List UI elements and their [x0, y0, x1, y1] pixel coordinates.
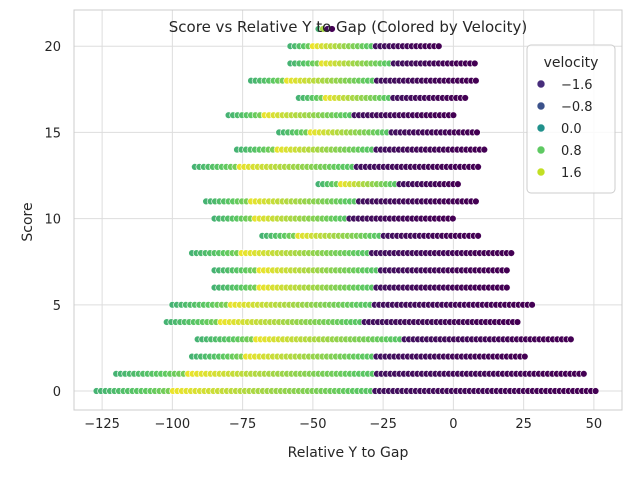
x-tick-labels: −125 −100 −75 −50 −25 0 25 50: [84, 417, 602, 432]
y-tick-label: 10: [44, 213, 61, 228]
legend-marker: [536, 123, 546, 133]
x-axis-label: Relative Y to Gap: [288, 445, 409, 461]
data-point: [507, 249, 515, 257]
data-point: [521, 352, 529, 361]
legend-items: −1.6 −0.8 0.0 0.8 1.6: [536, 78, 593, 181]
legend-box: [526, 44, 616, 194]
data-points: [92, 25, 600, 395]
legend-label: −1.6: [561, 78, 593, 93]
data-point: [449, 111, 458, 119]
legend-marker: [536, 79, 546, 89]
data-point: [528, 301, 536, 309]
y-axis-label: Score: [20, 202, 36, 241]
data-point: [480, 145, 488, 154]
legend-label: 0.8: [561, 144, 582, 159]
x-tick-label: −75: [229, 417, 256, 432]
data-point: [474, 232, 482, 240]
data-point: [471, 59, 479, 68]
legend-label: 0.0: [561, 122, 582, 137]
chart-title: Score vs Relative Y to Gap (Colored by V…: [169, 18, 527, 36]
data-point: [454, 180, 462, 188]
data-point: [472, 76, 480, 85]
legend-label: −0.8: [561, 100, 593, 115]
x-tick-label: 0: [449, 417, 457, 432]
y-tick-label: 20: [44, 40, 61, 55]
data-point: [328, 25, 336, 33]
x-tick-label: −100: [154, 417, 190, 432]
legend-marker: [536, 145, 546, 155]
legend-label: 1.6: [561, 166, 582, 181]
x-tick-label: −50: [299, 417, 326, 432]
data-point: [513, 318, 522, 326]
data-point: [461, 94, 469, 102]
data-point: [435, 42, 443, 50]
legend-marker: [536, 167, 546, 177]
data-point: [449, 214, 457, 223]
y-tick-labels: 0 5 10 15 20: [44, 40, 61, 400]
legend-marker: [536, 101, 546, 111]
y-tick-label: 0: [53, 385, 61, 400]
axes-frame: [73, 9, 623, 411]
x-tick-label: 50: [586, 417, 603, 432]
x-tick-label: −25: [369, 417, 396, 432]
x-tick-label: −125: [84, 417, 120, 432]
data-point: [503, 266, 511, 275]
legend-title: velocity: [544, 55, 599, 71]
data-point: [567, 335, 575, 344]
data-point: [474, 163, 482, 171]
data-point: [472, 197, 480, 206]
data-point: [473, 128, 481, 137]
x-tick-label: 25: [515, 417, 532, 432]
y-tick-label: 15: [44, 126, 61, 141]
legend: velocity −1.6 −0.8 0.0 0.8 1.6: [526, 44, 616, 194]
data-point: [580, 370, 588, 378]
y-tick-label: 5: [53, 299, 61, 314]
data-point: [591, 387, 600, 395]
data-point: [503, 283, 511, 292]
